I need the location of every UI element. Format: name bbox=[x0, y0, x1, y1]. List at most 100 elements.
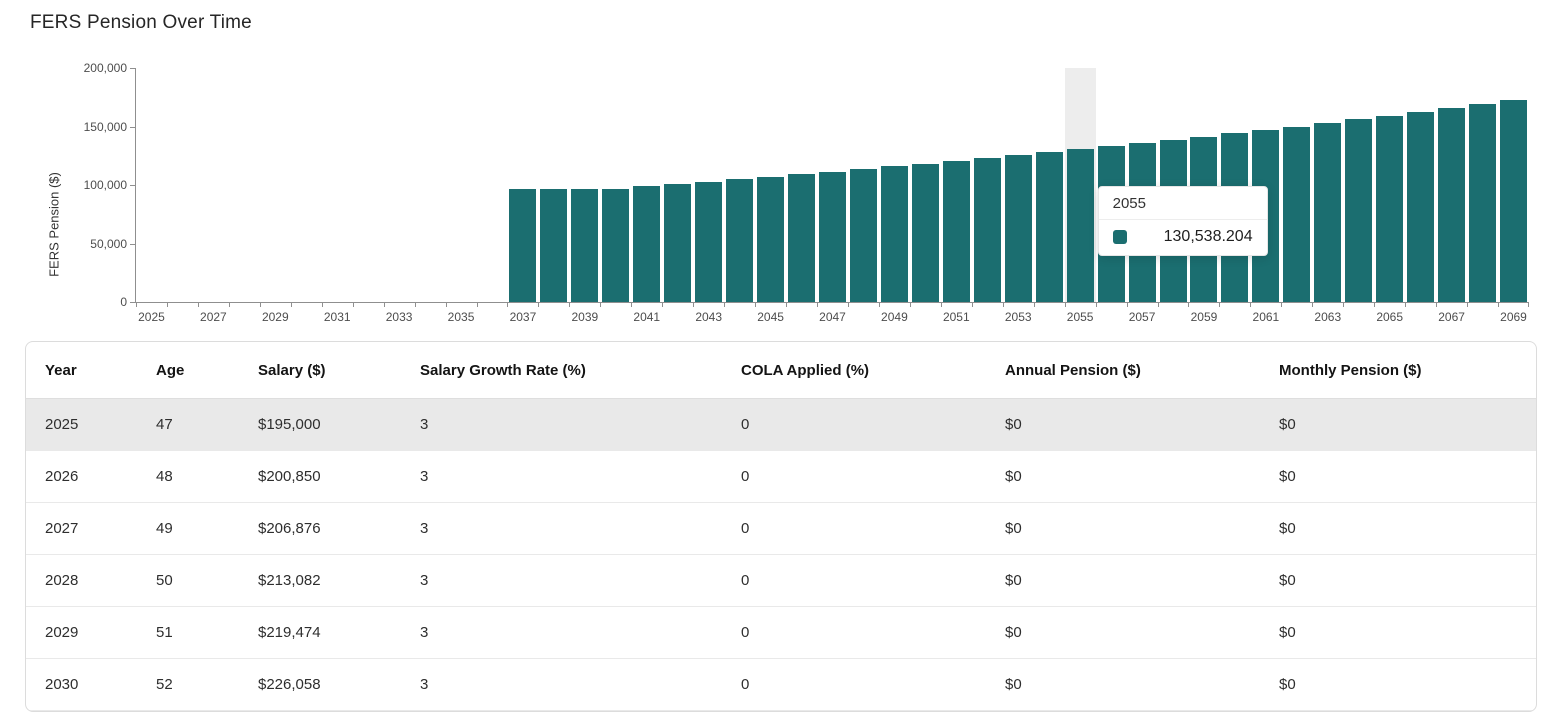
bar-2053[interactable] bbox=[1004, 155, 1032, 302]
bar-2050[interactable] bbox=[911, 163, 939, 302]
x-axis-tick bbox=[1126, 302, 1128, 307]
x-axis-tick bbox=[1312, 302, 1314, 307]
bar-2046[interactable] bbox=[788, 174, 816, 302]
x-axis-tick bbox=[507, 302, 509, 307]
bar-2064[interactable] bbox=[1345, 119, 1373, 302]
x-axis-tick bbox=[1064, 302, 1066, 307]
table-cell: $0 bbox=[986, 658, 1260, 711]
x-axis-label: 2057 bbox=[1128, 310, 1156, 324]
x-axis-label: 2055 bbox=[1066, 310, 1094, 324]
y-axis-tick bbox=[130, 185, 135, 186]
table-cell: 2026 bbox=[26, 450, 137, 503]
bar-2048[interactable] bbox=[849, 169, 877, 302]
x-axis-label: 2031 bbox=[323, 310, 351, 324]
table-cell: $0 bbox=[1260, 606, 1536, 659]
x-axis-tick bbox=[971, 302, 973, 307]
table-cell: 49 bbox=[137, 502, 239, 555]
table-cell: 3 bbox=[401, 554, 722, 607]
bar-2049[interactable] bbox=[880, 166, 908, 302]
bar-2041[interactable] bbox=[633, 186, 661, 302]
x-axis-tick bbox=[631, 302, 633, 307]
bar-2065[interactable] bbox=[1376, 115, 1404, 302]
table-cell: 2027 bbox=[26, 502, 137, 555]
x-axis-tick bbox=[724, 302, 726, 307]
bar-2055[interactable] bbox=[1066, 149, 1094, 302]
table-cell: 3 bbox=[401, 502, 722, 555]
x-axis-tick bbox=[878, 302, 880, 307]
x-axis-label: 2059 bbox=[1190, 310, 1218, 324]
table-cell: $0 bbox=[1260, 398, 1536, 451]
column-header: Monthly Pension ($) bbox=[1260, 342, 1536, 399]
x-axis-tick bbox=[1467, 302, 1469, 307]
table-row-2028[interactable]: 2028 50 $213,082 3 0 $0 $0 bbox=[26, 554, 1536, 607]
bar-2069[interactable] bbox=[1500, 100, 1528, 302]
tooltip-year-label: 2055 bbox=[1112, 195, 1146, 212]
bar-2051[interactable] bbox=[942, 160, 970, 302]
bar-2068[interactable] bbox=[1469, 104, 1497, 302]
table-cell: 52 bbox=[137, 658, 239, 711]
table-cell: 3 bbox=[401, 450, 722, 503]
x-axis-tick bbox=[166, 302, 168, 307]
tooltip-value: 130,538.204 bbox=[1163, 228, 1253, 245]
x-axis-tick bbox=[259, 302, 261, 307]
bar-2063[interactable] bbox=[1314, 123, 1342, 302]
x-axis-tick bbox=[1033, 302, 1035, 307]
bar-2045[interactable] bbox=[757, 176, 785, 302]
table-row-2025[interactable]: 2025 47 $195,000 3 0 $0 $0 bbox=[26, 398, 1536, 451]
bar-2047[interactable] bbox=[819, 171, 846, 302]
x-axis-label: 2033 bbox=[385, 310, 413, 324]
x-axis-label: 2043 bbox=[695, 310, 723, 324]
bar-2037[interactable] bbox=[509, 188, 537, 302]
table-row-2027[interactable]: 2027 49 $206,876 3 0 $0 $0 bbox=[26, 502, 1536, 555]
bar-2044[interactable] bbox=[726, 179, 754, 302]
x-axis-tick bbox=[1436, 302, 1438, 307]
x-axis-tick bbox=[228, 302, 230, 307]
bar-2039[interactable] bbox=[571, 188, 599, 302]
bar-2042[interactable] bbox=[664, 183, 692, 302]
bar-2067[interactable] bbox=[1438, 108, 1466, 302]
column-header: Year bbox=[26, 342, 137, 399]
bar-2066[interactable] bbox=[1407, 112, 1435, 302]
table-row-2030[interactable]: 2030 52 $226,058 3 0 $0 $0 bbox=[26, 658, 1536, 711]
y-axis-tick bbox=[130, 302, 135, 303]
x-axis-tick bbox=[1219, 302, 1221, 307]
table-cell: 2025 bbox=[26, 398, 137, 451]
table-cell: 0 bbox=[722, 398, 986, 451]
table-cell: 0 bbox=[722, 554, 986, 607]
x-axis-tick bbox=[569, 302, 571, 307]
table-cell: 2029 bbox=[26, 606, 137, 659]
chart-plot-area: 2025 2027 2029 2031 2033 2035 2037 2039 2041 2043… bbox=[84, 61, 1529, 324]
bar-2054[interactable] bbox=[1035, 152, 1063, 302]
table-cell: 48 bbox=[137, 450, 239, 503]
column-header: Annual Pension ($) bbox=[986, 342, 1260, 399]
x-axis-label: 2061 bbox=[1252, 310, 1280, 324]
column-header: Salary ($) bbox=[239, 342, 401, 399]
x-axis-tick bbox=[693, 302, 695, 307]
table-cell: $0 bbox=[1260, 502, 1536, 555]
x-axis-tick bbox=[383, 302, 385, 307]
x-axis-label: 2063 bbox=[1314, 310, 1342, 324]
table-cell: $206,876 bbox=[239, 502, 401, 555]
x-axis-tick bbox=[1250, 302, 1252, 307]
table-cell: 2030 bbox=[26, 658, 137, 711]
table-cell: $0 bbox=[986, 450, 1260, 503]
bar-2040[interactable] bbox=[602, 188, 630, 302]
x-axis-label: 2051 bbox=[942, 310, 970, 324]
x-axis-tick bbox=[538, 302, 540, 307]
bar-2043[interactable] bbox=[695, 181, 723, 302]
bar-2038[interactable] bbox=[540, 188, 568, 302]
bar-2052[interactable] bbox=[973, 158, 1001, 302]
table-row-2029[interactable]: 2029 51 $219,474 3 0 $0 $0 bbox=[26, 606, 1536, 659]
table-cell: $0 bbox=[1260, 450, 1536, 503]
table-cell: $0 bbox=[986, 502, 1260, 555]
table-cell: 0 bbox=[722, 606, 986, 659]
y-axis-label: 100,000 bbox=[83, 178, 127, 192]
x-axis-tick bbox=[1374, 302, 1376, 307]
x-axis-tick bbox=[414, 302, 416, 307]
table-cell: $213,082 bbox=[239, 554, 401, 607]
table-row-2026[interactable]: 2026 48 $200,850 3 0 $0 $0 bbox=[26, 450, 1536, 503]
x-axis-tick bbox=[786, 302, 788, 307]
bar-2062[interactable] bbox=[1283, 126, 1311, 302]
tooltip-value-row: 130,538.204 bbox=[1098, 219, 1267, 255]
table-cell: 3 bbox=[401, 658, 722, 711]
